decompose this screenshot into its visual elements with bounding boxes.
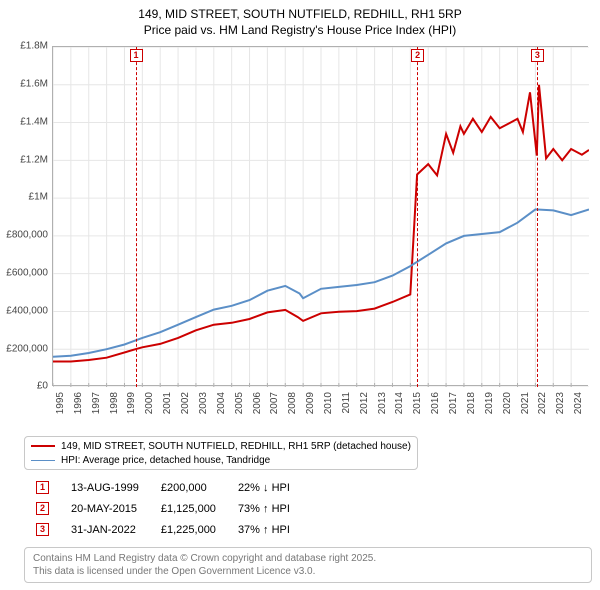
x-tick-label: 2012 [359,392,370,414]
x-tick-label: 2002 [180,392,191,414]
event-row: 1 13-AUG-1999£200,00022% ↓ HPI [26,478,300,497]
x-tick-label: 2014 [394,392,405,414]
marker-badge: 3 [36,523,49,536]
marker-badge: 1 [130,49,143,62]
x-tick-label: 2004 [216,392,227,414]
x-tick-label: 2000 [144,392,155,414]
legend-swatch [31,460,55,461]
y-tick-label: £1M [29,192,48,203]
footnote-line2: This data is licensed under the Open Gov… [33,565,583,578]
x-tick-label: 2024 [573,392,584,414]
title-line2: Price paid vs. HM Land Registry's House … [8,22,592,38]
x-tick-label: 2003 [198,392,209,414]
plot-svg [53,47,589,387]
y-tick-label: £600,000 [6,268,48,279]
event-date: 31-JAN-2022 [61,520,149,539]
footnote-line1: Contains HM Land Registry data © Crown c… [33,552,583,565]
x-tick-label: 2023 [555,392,566,414]
y-tick-label: £0 [37,381,48,392]
y-tick-label: £400,000 [6,305,48,316]
legend: 149, MID STREET, SOUTH NUTFIELD, REDHILL… [24,436,418,470]
x-tick-label: 1996 [73,392,84,414]
marker-badge: 2 [36,502,49,515]
chart: £0 £200,000 £400,000 £600,000 £800,000 £1M £1.… [8,42,592,432]
x-tick-label: 2008 [287,392,298,414]
event-price: £1,125,000 [151,499,226,518]
chart-title: 149, MID STREET, SOUTH NUTFIELD, REDHILL… [8,6,592,38]
y-tick-label: £200,000 [6,343,48,354]
legend-row: HPI: Average price, detached house, Tand… [31,453,411,467]
x-tick-label: 2006 [252,392,263,414]
x-tick-label: 2018 [466,392,477,414]
y-axis-labels: £0£200,000£400,000£600,000£800,000£1M£1.… [8,46,50,386]
x-tick-label: 2013 [377,392,388,414]
x-tick-label: 2022 [537,392,548,414]
x-tick-label: 1999 [126,392,137,414]
legend-row: 149, MID STREET, SOUTH NUTFIELD, REDHILL… [31,439,411,453]
x-tick-label: 1997 [91,392,102,414]
title-line1: 149, MID STREET, SOUTH NUTFIELD, REDHILL… [8,6,592,22]
x-tick-label: 2019 [484,392,495,414]
legend-label: 149, MID STREET, SOUTH NUTFIELD, REDHILL… [61,441,411,452]
event-date: 13-AUG-1999 [61,478,149,497]
events-table: 1 13-AUG-1999£200,00022% ↓ HPI 2 20-MAY-201… [24,476,592,541]
y-tick-label: £1.8M [20,41,48,52]
marker-line [417,47,418,387]
legend-label: HPI: Average price, detached house, Tand… [61,455,270,466]
x-tick-label: 2015 [412,392,423,414]
event-price: £200,000 [151,478,226,497]
marker-badge: 1 [36,481,49,494]
plot-area: 1 2 3 [52,46,588,386]
marker-line [136,47,137,387]
x-tick-label: 2021 [520,392,531,414]
marker-badge: 3 [531,49,544,62]
y-tick-label: £1.2M [20,154,48,165]
event-price: £1,225,000 [151,520,226,539]
marker-badge: 2 [411,49,424,62]
y-tick-label: £1.4M [20,116,48,127]
event-delta: 22% ↓ HPI [228,478,300,497]
x-tick-label: 2020 [502,392,513,414]
marker-line [537,47,538,387]
event-date: 20-MAY-2015 [61,499,149,518]
x-tick-label: 1995 [55,392,66,414]
x-tick-label: 2005 [234,392,245,414]
x-axis-labels: 1995 1996 1997 1998 1999 2000 2001 2002 2003 2004… [52,388,588,432]
y-tick-label: £800,000 [6,230,48,241]
x-tick-label: 2011 [341,392,352,414]
x-tick-label: 2017 [448,392,459,414]
legend-swatch [31,445,55,447]
x-tick-label: 2009 [305,392,316,414]
x-tick-label: 2001 [162,392,173,414]
event-row: 2 20-MAY-2015£1,125,00073% ↑ HPI [26,499,300,518]
x-tick-label: 2007 [269,392,280,414]
event-delta: 73% ↑ HPI [228,499,300,518]
event-row: 3 31-JAN-2022£1,225,00037% ↑ HPI [26,520,300,539]
x-tick-label: 2016 [430,392,441,414]
attribution-footnote: Contains HM Land Registry data © Crown c… [24,547,592,583]
event-delta: 37% ↑ HPI [228,520,300,539]
x-tick-label: 2010 [323,392,334,414]
x-tick-label: 1998 [109,392,120,414]
y-tick-label: £1.6M [20,79,48,90]
